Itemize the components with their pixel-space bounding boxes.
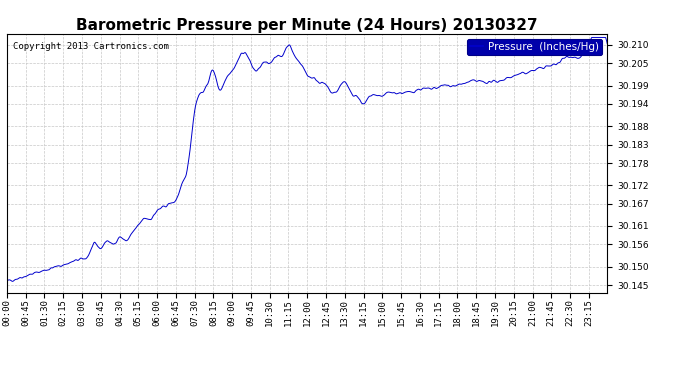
Legend: Pressure  (Inches/Hg): Pressure (Inches/Hg) <box>467 39 602 55</box>
Text: Copyright 2013 Cartronics.com: Copyright 2013 Cartronics.com <box>13 42 169 51</box>
Title: Barometric Pressure per Minute (24 Hours) 20130327: Barometric Pressure per Minute (24 Hours… <box>76 18 538 33</box>
